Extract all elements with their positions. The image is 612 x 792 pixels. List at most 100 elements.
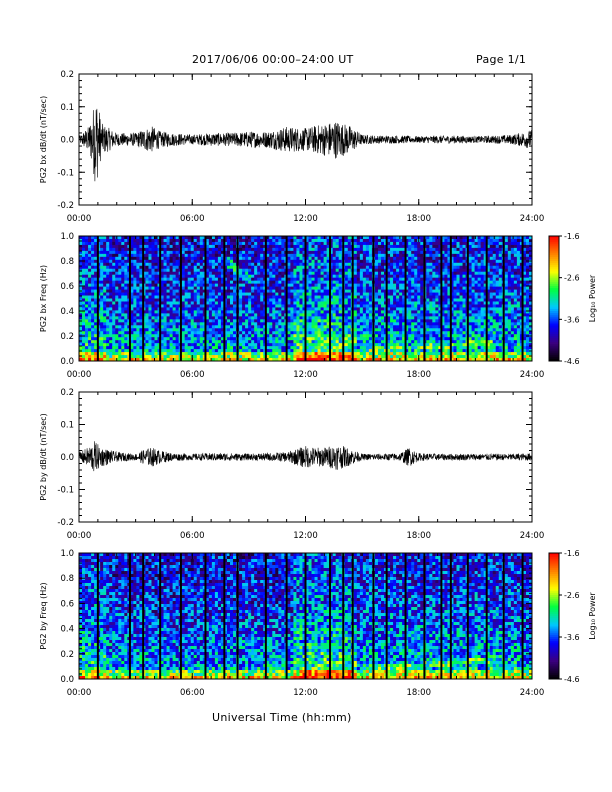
heatmap-cell xyxy=(175,274,180,279)
heatmap-cell xyxy=(426,328,430,332)
heatmap-cell xyxy=(233,349,237,353)
heatmap-cell xyxy=(266,247,270,252)
heatmap-cell xyxy=(139,271,143,276)
heatmap-cell xyxy=(172,244,177,249)
heatmap-cell xyxy=(290,313,294,317)
heatmap-cell xyxy=(91,337,95,341)
heatmap-cell xyxy=(187,304,192,308)
heatmap-cell xyxy=(302,265,306,270)
heatmap-cell xyxy=(381,340,385,344)
heatmap-cell xyxy=(199,238,204,243)
heatmap-cell xyxy=(335,349,340,353)
heatmap-cell xyxy=(199,337,204,341)
heatmap-cell xyxy=(362,271,367,276)
heatmap-cell xyxy=(226,328,231,332)
heatmap-cell xyxy=(332,313,337,317)
heatmap-cell xyxy=(381,262,385,267)
heatmap-cell xyxy=(332,355,337,359)
heatmap-cell xyxy=(85,280,89,285)
heatmap-cell xyxy=(374,238,379,243)
heatmap-cell xyxy=(368,355,373,359)
heatmap-cell xyxy=(181,298,186,302)
heatmap-cell xyxy=(381,253,385,258)
heatmap-cell xyxy=(353,295,358,299)
heatmap-cell xyxy=(359,313,364,317)
heatmap-cell xyxy=(420,298,424,302)
heatmap-cell xyxy=(217,265,222,270)
heatmap-cell xyxy=(112,262,116,267)
heatmap-cell xyxy=(151,271,155,276)
heatmap-cell xyxy=(302,349,306,353)
heatmap-cell xyxy=(296,313,300,317)
heatmap-cell xyxy=(118,253,122,258)
heatmap-cell xyxy=(133,253,137,258)
heatmap-cell xyxy=(196,236,201,240)
heatmap-cell xyxy=(193,328,198,332)
heatmap-cell xyxy=(296,268,300,273)
heatmap-cell xyxy=(217,322,222,326)
heatmap-cell xyxy=(109,352,113,356)
heatmap-cell xyxy=(220,304,225,308)
heatmap-cell xyxy=(299,295,303,299)
heatmap-cell xyxy=(359,337,364,341)
heatmap-cell xyxy=(205,271,210,276)
heatmap-cell xyxy=(100,283,104,287)
heatmap-cell xyxy=(281,274,285,279)
heatmap-cell xyxy=(242,298,246,302)
heatmap-cell xyxy=(320,280,325,285)
heatmap-cell xyxy=(94,322,98,326)
heatmap-cell xyxy=(211,250,216,255)
heatmap-cell xyxy=(381,331,385,335)
heatmap-cell xyxy=(362,349,367,353)
heatmap-cell xyxy=(260,283,264,287)
heatmap-cell xyxy=(402,274,406,279)
heatmap-cell xyxy=(338,322,343,326)
heatmap-cell xyxy=(275,331,279,335)
heatmap-cell xyxy=(362,334,367,338)
heatmap-cell xyxy=(332,268,337,273)
heatmap-cell xyxy=(377,337,382,341)
heatmap-cell xyxy=(226,325,231,329)
heatmap-cell xyxy=(181,271,186,276)
heatmap-cell xyxy=(308,316,312,320)
heatmap-cell xyxy=(184,349,189,353)
heatmap-cell xyxy=(353,271,358,276)
heatmap-cell xyxy=(260,322,264,326)
heatmap-cell xyxy=(139,259,143,264)
heatmap-cell xyxy=(226,271,231,276)
heatmap-cell xyxy=(94,307,98,311)
heatmap-cell xyxy=(85,298,89,302)
heatmap-cell xyxy=(254,310,258,314)
heatmap-cell xyxy=(353,298,358,302)
heatmap-cell xyxy=(287,250,291,255)
heatmap-cell xyxy=(184,283,189,287)
heatmap-cell xyxy=(184,274,189,279)
heatmap-cell xyxy=(103,241,107,246)
heatmap-cell xyxy=(353,340,358,344)
heatmap-cell xyxy=(169,349,174,353)
heatmap-cell xyxy=(154,319,158,323)
heatmap-cell xyxy=(374,292,379,296)
heatmap-cell xyxy=(184,343,189,347)
heatmap-cell xyxy=(281,319,285,323)
heatmap-cell xyxy=(100,319,104,323)
heatmap-cell xyxy=(393,334,397,338)
heatmap-cell xyxy=(290,319,294,323)
heatmap-cell xyxy=(420,337,424,341)
heatmap-cell xyxy=(94,316,98,320)
heatmap-cell xyxy=(362,265,367,270)
heatmap-cell xyxy=(387,268,391,273)
heatmap-cell xyxy=(172,236,177,240)
heatmap-cell xyxy=(85,262,89,267)
heatmap-cell xyxy=(396,346,400,350)
heatmap-cell xyxy=(112,244,116,249)
heatmap-cell xyxy=(233,265,237,270)
heatmap-cell xyxy=(245,244,249,249)
heatmap-cell xyxy=(94,244,98,249)
heatmap-cell xyxy=(269,349,273,353)
heatmap-cell xyxy=(223,334,228,338)
heatmap-cell xyxy=(311,280,315,285)
heatmap-cell xyxy=(172,340,177,344)
heatmap-cell xyxy=(420,325,424,329)
heatmap-cell xyxy=(353,325,358,329)
